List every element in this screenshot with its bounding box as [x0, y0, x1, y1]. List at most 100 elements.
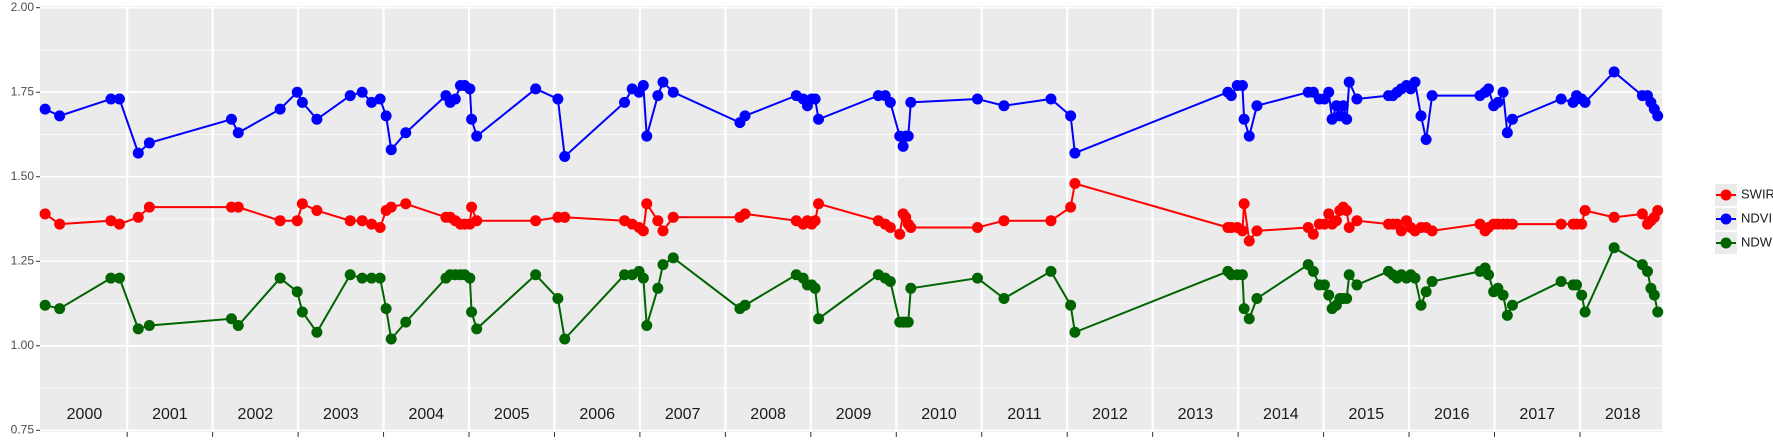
- point: [884, 276, 896, 288]
- point: [739, 299, 751, 311]
- point: [1608, 211, 1620, 223]
- point: [1243, 130, 1255, 142]
- point: [813, 313, 825, 325]
- x-tick-label: 2005: [494, 406, 530, 423]
- point: [1351, 215, 1363, 227]
- y-tick-label: 1.75: [11, 84, 35, 98]
- point: [1307, 265, 1319, 277]
- point: [1648, 289, 1660, 301]
- point: [54, 303, 66, 315]
- y-tick-label: 0.75: [11, 422, 35, 436]
- point: [667, 252, 679, 264]
- point: [1497, 86, 1509, 98]
- point: [400, 127, 412, 139]
- point: [1341, 292, 1353, 304]
- point: [232, 201, 244, 213]
- point: [143, 137, 155, 149]
- point: [739, 110, 751, 122]
- x-tick-label: 2008: [750, 406, 786, 423]
- y-tick-label: 1.25: [11, 253, 35, 267]
- point: [1409, 272, 1421, 284]
- point: [619, 269, 631, 281]
- point: [1065, 299, 1077, 311]
- point: [471, 130, 483, 142]
- legend-key-point: [1720, 189, 1732, 201]
- y-tick-label: 1.00: [11, 338, 35, 352]
- point: [1506, 113, 1518, 125]
- point: [39, 103, 51, 115]
- point: [1608, 66, 1620, 78]
- y-tick-label: 2.00: [11, 0, 35, 14]
- point: [559, 150, 571, 162]
- point: [344, 90, 356, 102]
- legend-label: SWIR: [1741, 186, 1773, 201]
- point: [311, 205, 323, 217]
- point: [296, 96, 308, 108]
- point: [1501, 309, 1513, 321]
- point: [652, 282, 664, 294]
- point: [1341, 113, 1353, 125]
- point: [344, 215, 356, 227]
- point: [1236, 269, 1248, 281]
- point: [291, 286, 303, 298]
- point: [225, 313, 237, 325]
- point: [894, 228, 906, 240]
- point: [291, 215, 303, 227]
- point: [1069, 326, 1081, 338]
- point: [356, 215, 368, 227]
- point: [905, 96, 917, 108]
- point: [356, 272, 368, 284]
- point: [1395, 225, 1407, 237]
- point: [530, 83, 542, 95]
- point: [1426, 276, 1438, 288]
- point: [1337, 100, 1349, 112]
- point: [1652, 306, 1664, 318]
- point: [1238, 113, 1250, 125]
- point: [296, 306, 308, 318]
- point: [366, 96, 378, 108]
- point: [1555, 218, 1567, 230]
- point: [380, 110, 392, 122]
- point: [884, 221, 896, 233]
- point: [1069, 147, 1081, 159]
- x-tick-label: 2010: [921, 406, 957, 423]
- x-tick-label: 2015: [1349, 406, 1385, 423]
- point: [1045, 215, 1057, 227]
- point: [385, 144, 397, 156]
- point: [113, 93, 125, 105]
- point: [232, 127, 244, 139]
- point: [637, 272, 649, 284]
- point: [637, 79, 649, 91]
- point: [1323, 208, 1335, 220]
- point: [274, 272, 286, 284]
- point: [225, 113, 237, 125]
- point: [232, 320, 244, 331]
- point: [366, 272, 378, 284]
- point: [380, 303, 392, 315]
- point: [1501, 127, 1513, 139]
- x-tick-label: 2002: [238, 406, 274, 423]
- point: [344, 269, 356, 281]
- point: [657, 259, 669, 271]
- point: [1420, 134, 1432, 146]
- point: [466, 113, 478, 125]
- point: [1506, 218, 1518, 230]
- point: [1420, 286, 1432, 298]
- point: [619, 96, 631, 108]
- legend-label: NDWI: [1741, 234, 1773, 249]
- point: [1555, 93, 1567, 105]
- point: [1641, 265, 1653, 277]
- point: [1652, 205, 1664, 217]
- x-tick-label: 2007: [665, 406, 701, 423]
- point: [1045, 93, 1057, 105]
- point: [1065, 201, 1077, 213]
- x-tick-label: 2006: [579, 406, 615, 423]
- point: [385, 201, 397, 213]
- point: [132, 211, 144, 223]
- point: [813, 198, 825, 210]
- point: [652, 90, 664, 102]
- point: [274, 215, 286, 227]
- point: [1579, 205, 1591, 217]
- point: [552, 292, 564, 304]
